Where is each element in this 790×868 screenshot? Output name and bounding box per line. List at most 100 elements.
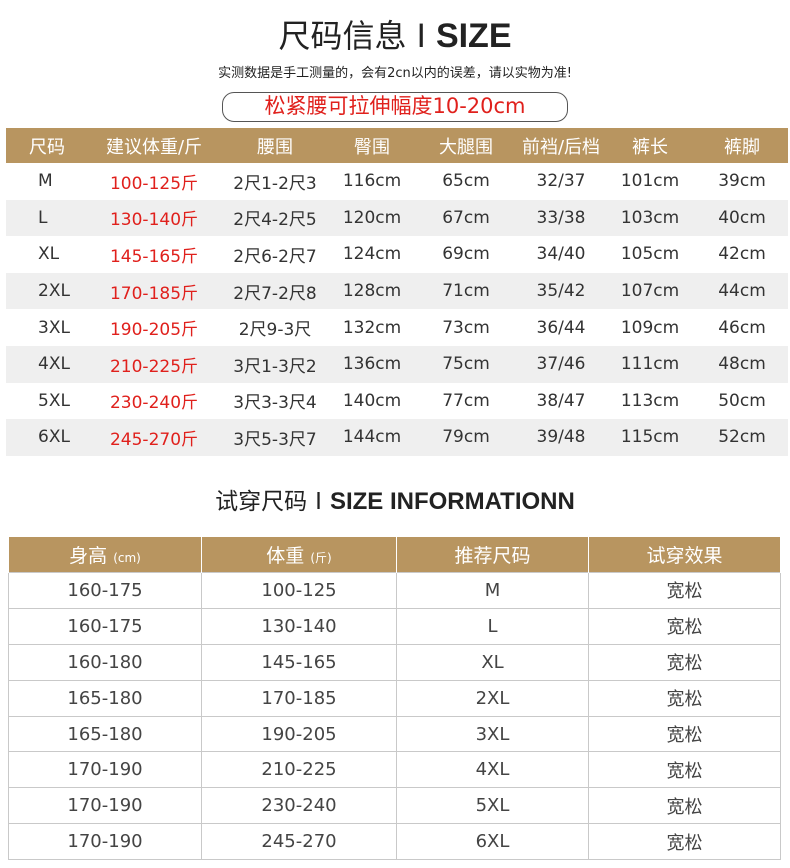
rise-cell: 38/47 (536, 390, 586, 411)
waist-cell: 3尺5-3尺7 (220, 419, 330, 456)
fit-effect-cell: 宽松 (588, 572, 781, 609)
section-title-try-on: 试穿尺码 I SIZE INFORMATIONN (0, 486, 790, 518)
waist-cell: 2尺6-2尺7 (233, 246, 317, 267)
waist-cell: 2尺1-2尺3 (233, 173, 317, 194)
header-unit: (斤) (310, 551, 332, 565)
header-label: 推荐尺码 (454, 545, 531, 567)
header-cell: 臀围 (330, 128, 414, 163)
table-row: XL 145-165斤 2尺6-2尺7 124cm 69cm 34/40 105… (6, 236, 788, 273)
table-row: 170-190 230-240 5XL 宽松 (8, 787, 781, 825)
table-row: M 100-125斤 2尺1-2尺3 116cm 65cm 32/37 101c… (6, 163, 788, 200)
hip-cell: 140cm (342, 390, 402, 411)
section-title-en: SIZE INFORMATIONN (329, 488, 575, 515)
header-cell: 试穿效果 (588, 537, 781, 573)
waist-cell: 3尺1-3尺2 (220, 345, 330, 383)
thigh-cell: 71cm (414, 272, 518, 310)
height-cell: 170-190 (8, 787, 202, 825)
hip-cell: 120cm (330, 199, 414, 237)
recommended-size-cell: 4XL (396, 751, 589, 789)
hem-cell: 40cm (696, 199, 788, 237)
title-cn: 尺码信息 (278, 17, 407, 55)
recommended-size-cell: M (396, 572, 589, 609)
length-cell: 109cm (620, 317, 680, 338)
height-cell: 160-175 (8, 607, 202, 645)
rise-cell: 34/40 (536, 244, 586, 265)
thigh-cell: 65cm (442, 171, 490, 192)
table-row: 160-180 145-165 XL 宽松 (8, 643, 781, 681)
fit-effect-cell: 宽松 (588, 751, 781, 789)
header-cell: 前裆/后档 (518, 128, 604, 163)
hem-cell: 52cm (696, 419, 788, 456)
rise-cell: 33/38 (518, 199, 604, 237)
weight-cell: 230-240 (201, 787, 397, 825)
fit-effect-cell: 宽松 (588, 643, 781, 681)
height-cell: 160-180 (8, 643, 202, 681)
header-cell: 推荐尺码 (396, 537, 589, 573)
recommended-size-cell: L (396, 607, 589, 645)
hip-cell: 144cm (330, 419, 414, 456)
header-cell: 体重 (斤) (201, 537, 397, 573)
header-cell: 建议体重/斤 (88, 128, 220, 163)
thigh-cell: 73cm (442, 317, 490, 338)
length-cell: 111cm (604, 345, 696, 383)
size-cell: 6XL (6, 419, 88, 456)
header-label: 体重 (266, 545, 305, 567)
size-cell: 2XL (6, 272, 88, 310)
length-cell: 101cm (620, 171, 680, 192)
header-unit: (cm) (113, 551, 141, 565)
weight-cell: 230-240斤 (109, 393, 199, 414)
hip-cell: 124cm (342, 244, 402, 265)
section-title-separator: I (315, 489, 322, 515)
table-row: 6XL 245-270斤 3尺5-3尺7 144cm 79cm 39/48 11… (6, 419, 788, 456)
hem-cell: 48cm (696, 345, 788, 383)
height-cell: 170-190 (8, 823, 202, 861)
height-cell: 165-180 (8, 715, 202, 753)
title-separator: I (416, 17, 426, 55)
waist-cell: 2尺9-3尺 (238, 320, 312, 341)
length-cell: 105cm (620, 244, 680, 265)
fit-effect-cell: 宽松 (588, 823, 781, 861)
header-label: 身高 (69, 545, 108, 567)
weight-cell: 190-205斤 (109, 320, 199, 341)
table-row: 2XL 170-185斤 2尺7-2尺8 128cm 71cm 35/42 10… (6, 272, 788, 310)
rise-cell: 36/44 (536, 317, 586, 338)
rise-cell: 35/42 (518, 272, 604, 310)
recommended-size-cell: XL (396, 643, 589, 681)
stretch-note: 松紧腰可拉伸幅度10-20cm (222, 92, 568, 122)
table-row: 160-175 130-140 L 宽松 (8, 607, 781, 645)
height-cell: 160-175 (8, 572, 202, 609)
weight-cell: 210-225斤 (88, 345, 220, 383)
waist-cell: 3尺3-3尺4 (233, 393, 317, 414)
size-cell: M (38, 171, 53, 192)
table-row: L 130-140斤 2尺4-2尺5 120cm 67cm 33/38 103c… (6, 199, 788, 237)
table-row: 170-190 210-225 4XL 宽松 (8, 751, 781, 789)
length-cell: 103cm (604, 199, 696, 237)
weight-cell: 100-125 (201, 572, 397, 609)
weight-cell: 170-185 (201, 679, 397, 717)
thigh-cell: 67cm (414, 199, 518, 237)
waist-cell: 2尺4-2尺5 (220, 199, 330, 237)
fit-effect-cell: 宽松 (588, 679, 781, 717)
table-row: 170-190 245-270 6XL 宽松 (8, 823, 781, 861)
table-row: 5XL 230-240斤 3尺3-3尺4 140cm 77cm 38/47 11… (6, 383, 788, 420)
size-table: 尺码 建议体重/斤 腰围 臀围 大腿围 前裆/后档 裤长 裤脚 M 100-12… (6, 128, 788, 456)
size-cell: 4XL (6, 345, 88, 383)
thigh-cell: 79cm (414, 419, 518, 456)
size-cell: XL (38, 244, 60, 265)
weight-cell: 170-185斤 (88, 272, 220, 310)
fit-effect-cell: 宽松 (588, 715, 781, 753)
rise-cell: 37/46 (518, 345, 604, 383)
recommended-size-cell: 5XL (396, 787, 589, 825)
header-cell: 腰围 (220, 128, 330, 163)
hem-cell: 50cm (718, 390, 766, 411)
size-table-header: 尺码 建议体重/斤 腰围 臀围 大腿围 前裆/后档 裤长 裤脚 (6, 128, 788, 163)
section-title-cn: 试穿尺码 (215, 489, 308, 515)
weight-cell: 190-205 (201, 715, 397, 753)
height-cell: 165-180 (8, 679, 202, 717)
table-row: 165-180 190-205 3XL 宽松 (8, 715, 781, 753)
header-cell: 大腿围 (414, 128, 518, 163)
weight-cell: 130-140 (201, 607, 397, 645)
hem-cell: 42cm (718, 244, 766, 265)
hip-cell: 132cm (342, 317, 402, 338)
hem-cell: 44cm (696, 272, 788, 310)
